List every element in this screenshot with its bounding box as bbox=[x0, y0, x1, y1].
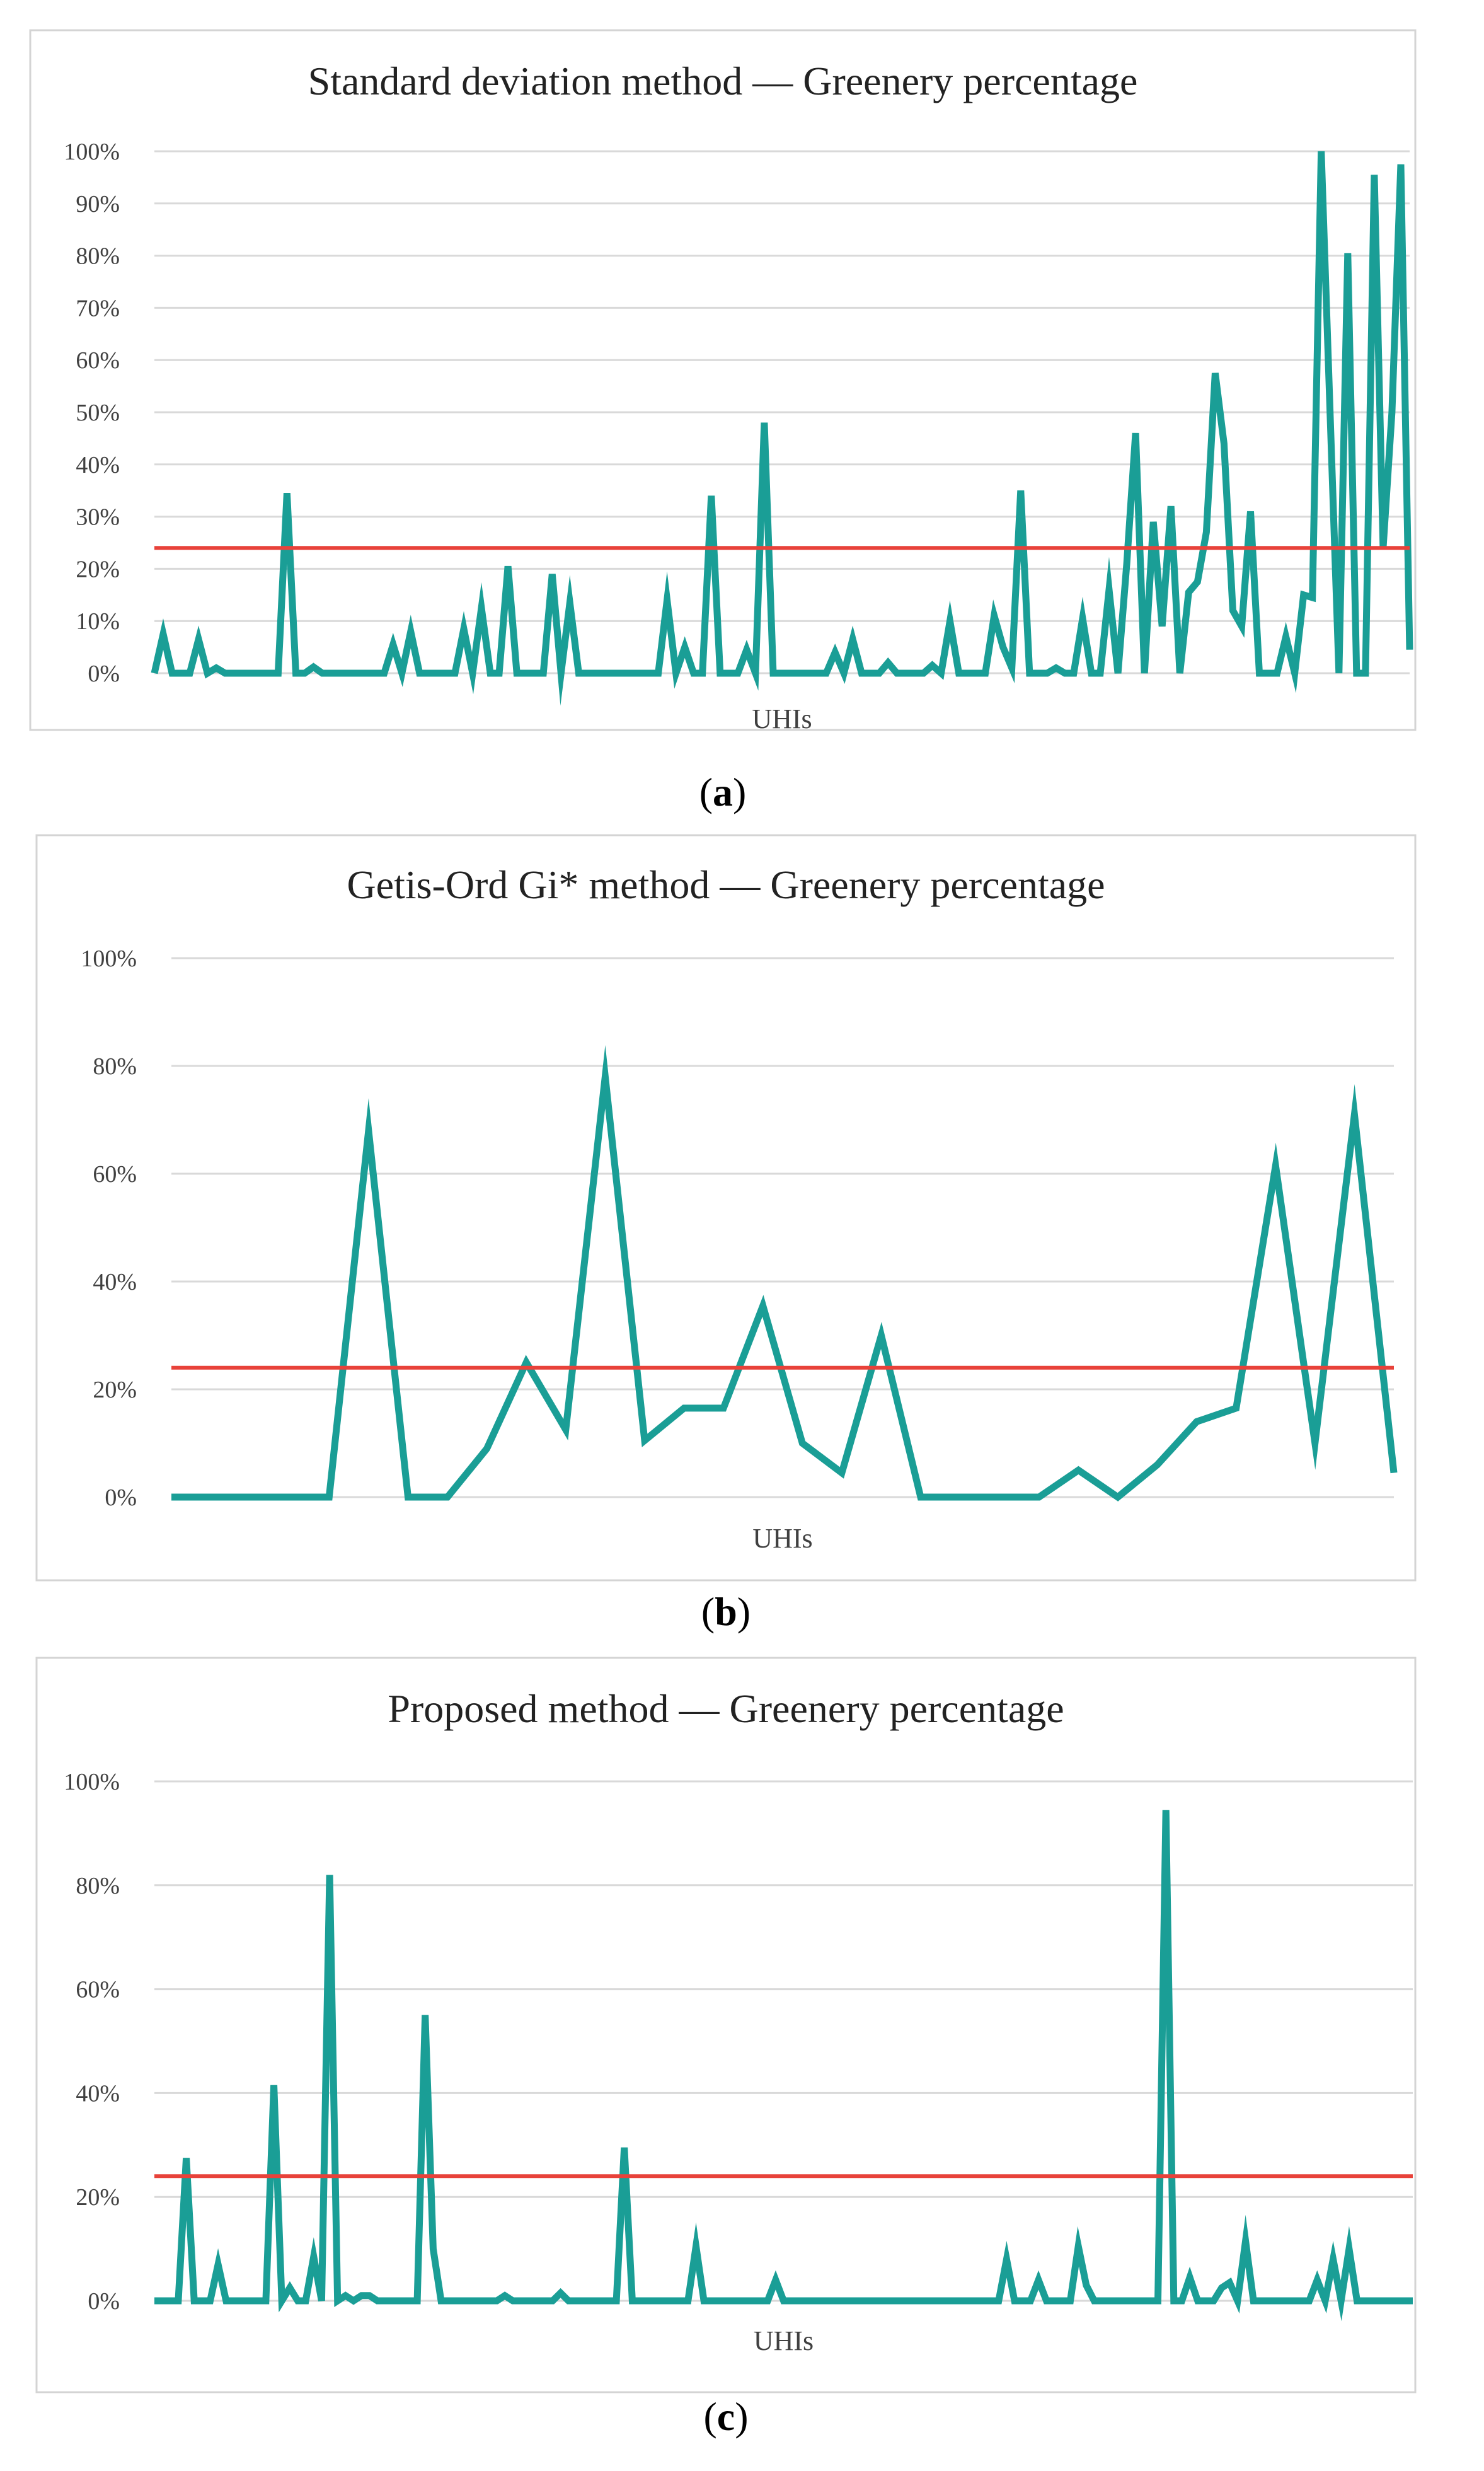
chart-panel-1: 0% 10% 20% 30% 40% 50% 60% 70% 80% 90% 100% Standar… bbox=[29, 29, 1417, 814]
x-axis-label: UHIs bbox=[752, 703, 812, 734]
y-tick-label: 90% bbox=[76, 191, 120, 217]
y-tick-label: 20% bbox=[76, 2184, 120, 2211]
chart-title: Getis-Ord Gi* method — Greenery percenta… bbox=[347, 862, 1105, 907]
y-tick-label: 100% bbox=[81, 946, 137, 972]
panel-label: (c) bbox=[703, 2394, 748, 2439]
chart-frame bbox=[35, 1657, 1417, 2393]
y-tick-label: 40% bbox=[76, 452, 120, 478]
y-tick-label: 100% bbox=[64, 1769, 120, 1795]
chart-title: Standard deviation method — Greenery per… bbox=[308, 59, 1138, 103]
y-tick-label: 30% bbox=[76, 504, 120, 531]
chart-title: Proposed method — Greenery percentage bbox=[388, 1686, 1064, 1731]
y-tick-label: 70% bbox=[76, 295, 120, 321]
y-tick-label: 80% bbox=[76, 243, 120, 270]
y-tick-label: 80% bbox=[76, 1873, 120, 1899]
y-tick-label: 40% bbox=[93, 1269, 137, 1295]
chart-panel-3: 0% 20% 40% 60% 80% 100% Proposed method — Gree… bbox=[35, 1657, 1417, 2439]
y-tick-label: 0% bbox=[88, 661, 120, 687]
panel-label: (b) bbox=[701, 1589, 751, 1634]
y-tick-label: 100% bbox=[64, 139, 120, 165]
y-tick-label: 60% bbox=[76, 1977, 120, 2003]
y-tick-label: 40% bbox=[76, 2080, 120, 2107]
y-tick-label: 10% bbox=[76, 608, 120, 635]
x-axis-label: UHIs bbox=[752, 1523, 812, 1554]
chart-frame bbox=[29, 29, 1417, 731]
chart-frame bbox=[35, 834, 1417, 1582]
x-axis-label: UHIs bbox=[754, 2325, 814, 2356]
y-tick-label: 60% bbox=[76, 347, 120, 374]
y-tick-label: 50% bbox=[76, 400, 120, 426]
y-tick-label: 0% bbox=[88, 2288, 120, 2315]
chart-panel-2: 0% 20% 40% 60% 80% 100% Getis-Ord Gi* method —… bbox=[35, 834, 1417, 1634]
y-tick-label: 80% bbox=[93, 1053, 137, 1080]
series-line-greenery bbox=[154, 1810, 1413, 2322]
y-tick-label: 20% bbox=[76, 556, 120, 582]
y-tick-label: 20% bbox=[93, 1377, 137, 1403]
y-tick-label: 60% bbox=[93, 1161, 137, 1188]
series-line-greenery bbox=[151, 151, 1413, 706]
y-tick-label: 0% bbox=[105, 1484, 137, 1511]
series-line-greenery bbox=[171, 1045, 1398, 1502]
panel-label: (a) bbox=[699, 770, 747, 814]
